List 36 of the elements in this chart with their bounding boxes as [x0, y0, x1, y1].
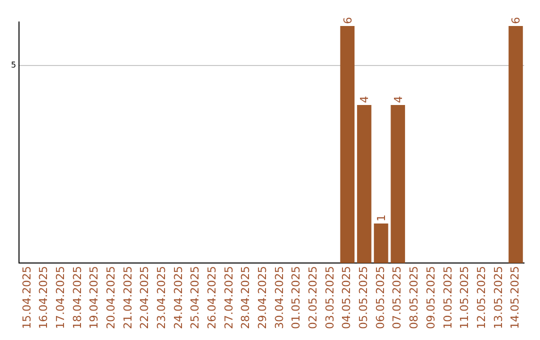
x-tick-label: 08.05.2025 — [408, 266, 421, 330]
x-tick-label: 23.04.2025 — [155, 266, 168, 330]
x-tick-label: 07.05.2025 — [390, 266, 404, 330]
x-tick-label: 28.04.2025 — [239, 266, 252, 330]
x-tick-label: 22.04.2025 — [138, 266, 152, 330]
x-tick-label: 25.04.2025 — [188, 266, 202, 330]
x-tick-label: 02.05.2025 — [306, 266, 320, 330]
x-tick-label: 12.05.2025 — [474, 266, 488, 330]
data-label: 4 — [392, 96, 405, 103]
x-tick-label: 16.04.2025 — [37, 266, 50, 330]
x-tick-label: 06.05.2025 — [374, 266, 387, 330]
x-tick-label: 14.05.2025 — [508, 266, 522, 330]
data-label: 6 — [341, 16, 354, 24]
x-tick-label: 27.04.2025 — [222, 266, 236, 330]
x-tick-label: 26.04.2025 — [206, 266, 219, 330]
x-tick-label: 21.04.2025 — [121, 266, 134, 330]
x-tick-label: 24.04.2025 — [172, 266, 185, 330]
x-tick-label: 30.04.2025 — [272, 266, 286, 330]
x-tick-label: 15.04.2025 — [20, 266, 34, 330]
x-tick-label: 13.05.2025 — [492, 266, 505, 330]
x-tick-label: 05.05.2025 — [357, 266, 370, 330]
x-tick-label: 19.04.2025 — [88, 266, 101, 330]
x-tick-label: 18.04.2025 — [70, 266, 84, 330]
data-label: 4 — [358, 96, 372, 103]
x-tick-label: 20.04.2025 — [104, 266, 118, 330]
x-tick-label: 11.05.2025 — [458, 266, 472, 330]
x-tick-label: 10.05.2025 — [441, 266, 454, 330]
x-tick-label: 29.04.2025 — [256, 266, 270, 330]
x-tick-label: 01.05.2025 — [290, 266, 303, 330]
x-tick-label: 04.05.2025 — [340, 266, 354, 330]
x-tick-label: 03.05.2025 — [323, 266, 336, 330]
y-tick-label: 5 — [10, 60, 16, 70]
x-tick-label: 17.04.2025 — [54, 266, 68, 330]
data-label: 6 — [510, 16, 523, 24]
x-tick-label: 09.05.2025 — [424, 266, 438, 330]
data-label: 1 — [375, 214, 388, 222]
